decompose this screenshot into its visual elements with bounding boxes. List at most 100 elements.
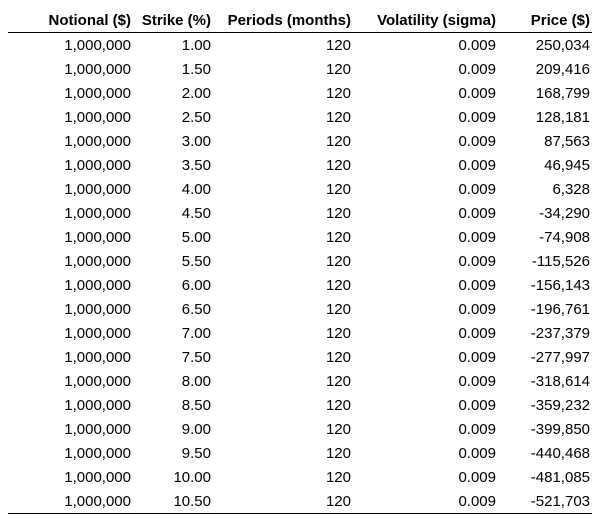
cell-strike: 5.50 [181,252,211,270]
cell-notional: 1,000,000 [64,108,131,126]
cell-volatility: 0.009 [458,180,496,198]
cell-periods: 120 [325,276,351,294]
cell-price: 128,181 [535,108,590,126]
cell-periods: 120 [325,420,351,438]
cell-strike: 4.00 [181,180,211,198]
cell-periods: 120 [325,300,351,318]
table-header: Notional ($) Strike (%) Periods (months)… [8,8,592,33]
cell-volatility: 0.009 [458,324,496,342]
cell-price: 250,034 [535,36,590,54]
cell-notional: 1,000,000 [64,348,131,366]
cell-strike: 5.00 [181,228,211,246]
cell-strike: 8.00 [181,372,211,390]
cell-periods: 120 [213,489,353,514]
cell-periods: 120 [325,180,351,198]
cell-price: 209,416 [535,60,590,78]
pricing-table: Notional ($) Strike (%) Periods (months)… [8,8,592,514]
cell-notional: 1,000,000 [64,132,131,150]
cell-notional: 1,000,000 [64,276,131,294]
cell-volatility: 0.009 [458,468,496,486]
cell-price: -74,908 [539,228,590,246]
cell-strike: 9.00 [181,420,211,438]
cell-periods: 120 [325,108,351,126]
cell-strike: 3.00 [181,132,211,150]
cell-notional: 1,000,000 [64,204,131,222]
cell-volatility: 0.009 [458,300,496,318]
cell-periods: 120 [325,444,351,462]
table-row: 1,000,000 1.50 120 0.009 209,416 [8,57,592,81]
cell-notional: 1,000,000 [64,60,131,78]
cell-volatility: 0.009 [353,489,498,514]
cell-strike: 1.50 [181,60,211,78]
cell-volatility: 0.009 [458,420,496,438]
cell-volatility: 0.009 [458,396,496,414]
cell-volatility: 0.009 [458,228,496,246]
table-row: 1,000,000 3.00 120 0.009 87,563 [8,129,592,153]
cell-periods: 120 [325,36,351,54]
cell-price: -156,143 [530,276,590,294]
cell-periods: 120 [325,60,351,78]
cell-price: -399,850 [530,420,590,438]
table-row: 1,000,000 1.00 120 0.009 250,034 [8,33,592,58]
table-row: 1,000,000 6.50 120 0.009 -196,761 [8,297,592,321]
cell-strike: 7.00 [181,324,211,342]
cell-price: -440,468 [530,444,590,462]
cell-periods: 120 [325,132,351,150]
cell-volatility: 0.009 [458,204,496,222]
table-row: 1,000,000 2.00 120 0.009 168,799 [8,81,592,105]
table-row: 1,000,000 4.50 120 0.009 -34,290 [8,201,592,225]
cell-price: -359,232 [530,396,590,414]
table-row: 1,000,000 10.50 120 0.009 -521,703 [8,489,592,514]
header-row: Notional ($) Strike (%) Periods (months)… [8,8,592,33]
cell-strike: 1.00 [181,36,211,54]
cell-strike: 2.00 [181,84,211,102]
table-row: 1,000,000 8.00 120 0.009 -318,614 [8,369,592,393]
cell-volatility: 0.009 [458,348,496,366]
table-row: 1,000,000 5.50 120 0.009 -115,526 [8,249,592,273]
cell-periods: 120 [325,324,351,342]
cell-strike: 2.50 [181,108,211,126]
header-price: Price ($) [498,8,592,33]
cell-price: 46,945 [544,156,590,174]
cell-strike: 6.50 [181,300,211,318]
cell-strike: 3.50 [181,156,211,174]
cell-volatility: 0.009 [458,108,496,126]
cell-periods: 120 [325,204,351,222]
cell-periods: 120 [325,468,351,486]
table-row: 1,000,000 10.00 120 0.009 -481,085 [8,465,592,489]
cell-price: 168,799 [535,84,590,102]
cell-notional: 1,000,000 [64,84,131,102]
table-row: 1,000,000 7.50 120 0.009 -277,997 [8,345,592,369]
cell-volatility: 0.009 [458,372,496,390]
cell-notional: 1,000,000 [64,420,131,438]
cell-periods: 120 [325,228,351,246]
cell-price: -521,703 [498,489,592,514]
table-row: 1,000,000 9.00 120 0.009 -399,850 [8,417,592,441]
cell-price: -196,761 [530,300,590,318]
cell-volatility: 0.009 [458,132,496,150]
table-row: 1,000,000 5.00 120 0.009 -74,908 [8,225,592,249]
header-volatility: Volatility (sigma) [353,8,498,33]
cell-notional: 1,000,000 [64,396,131,414]
cell-periods: 120 [325,84,351,102]
cell-volatility: 0.009 [458,156,496,174]
table-row: 1,000,000 2.50 120 0.009 128,181 [8,105,592,129]
cell-price: -277,997 [530,348,590,366]
table-row: 1,000,000 3.50 120 0.009 46,945 [8,153,592,177]
table-row: 1,000,000 7.00 120 0.009 -237,379 [8,321,592,345]
header-strike: Strike (%) [133,8,213,33]
cell-price: -237,379 [530,324,590,342]
cell-notional: 1,000,000 [64,36,131,54]
cell-price: -481,085 [530,468,590,486]
header-periods: Periods (months) [213,8,353,33]
cell-strike: 10.00 [173,468,211,486]
cell-price: -115,526 [531,252,590,270]
cell-volatility: 0.009 [458,252,496,270]
cell-notional: 1,000,000 [64,252,131,270]
cell-notional: 1,000,000 [64,228,131,246]
cell-strike: 10.50 [133,489,213,514]
cell-strike: 8.50 [181,396,211,414]
cell-notional: 1,000,000 [64,300,131,318]
table-row: 1,000,000 6.00 120 0.009 -156,143 [8,273,592,297]
cell-notional: 1,000,000 [64,324,131,342]
